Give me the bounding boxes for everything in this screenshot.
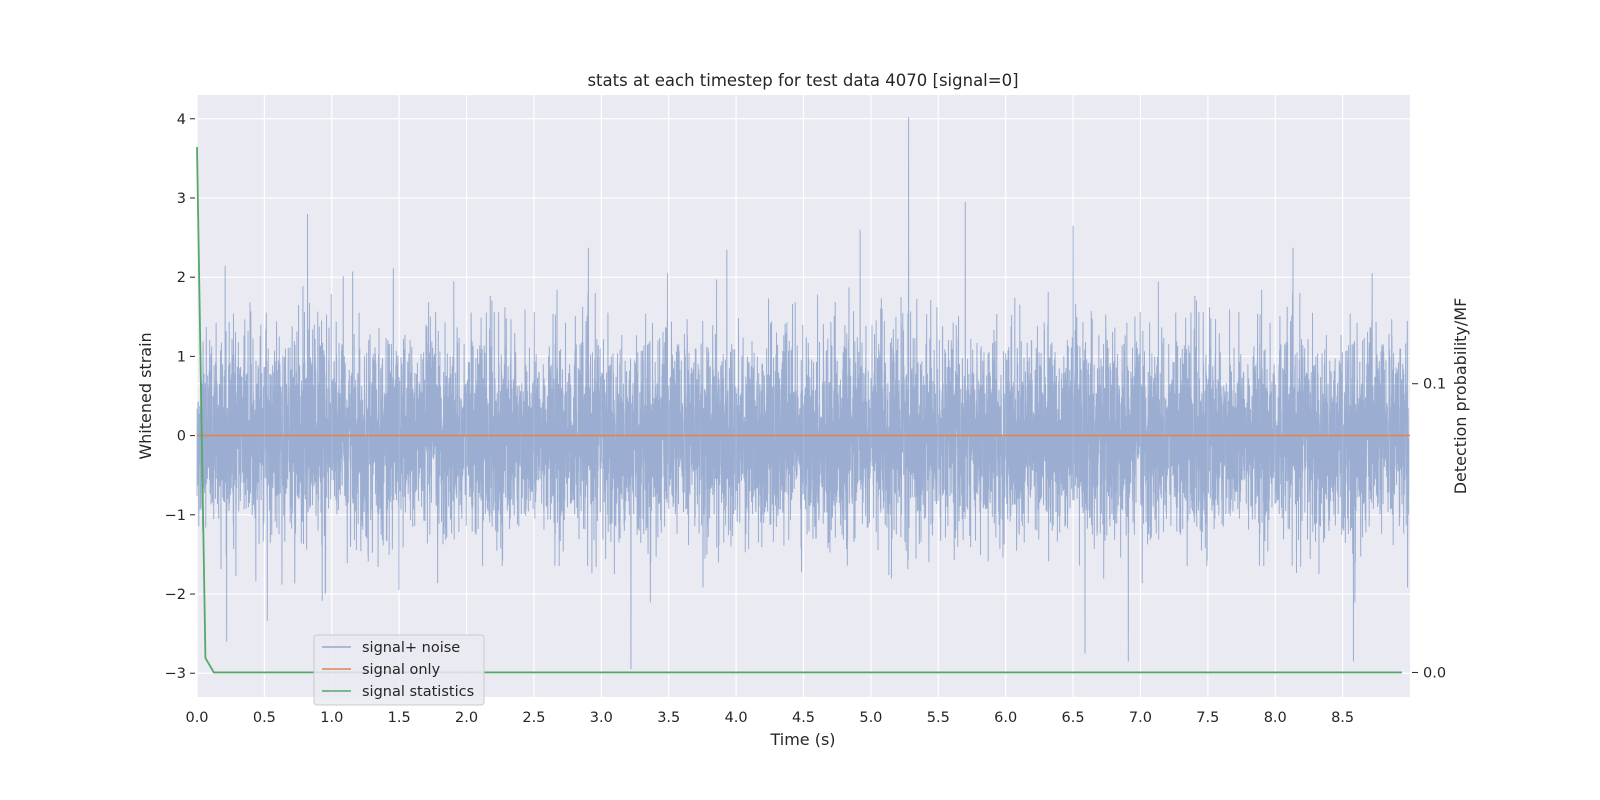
- chart-title: stats at each timestep for test data 407…: [587, 71, 1018, 90]
- legend: signal+ noise signal only signal statist…: [313, 634, 485, 706]
- y-tick-label: 1: [177, 349, 186, 365]
- x-tick-label: 8.5: [1331, 710, 1354, 726]
- x-tick-label: 0.0: [185, 710, 208, 726]
- x-tick-label: 2.5: [522, 710, 545, 726]
- x-tick-label: 7.5: [1196, 710, 1219, 726]
- y2-tick-labels: 0.0 0.1: [1412, 377, 1446, 681]
- y-tick-labels: −3 −2 −1 0 1 2 3 4: [165, 112, 195, 682]
- x-tick-label: 6.0: [994, 710, 1017, 726]
- x-tick-label: 6.5: [1062, 710, 1085, 726]
- y-tick-label: −2: [165, 587, 186, 603]
- x-tick-label: 0.5: [253, 710, 276, 726]
- x-tick-label: 2.0: [455, 710, 478, 726]
- y-tick-label: 4: [177, 112, 186, 128]
- y2-tick-label: 0.0: [1423, 665, 1446, 681]
- x-tick-label: 3.0: [590, 710, 613, 726]
- x-axis-label: Time (s): [769, 730, 835, 749]
- y-tick-label: −1: [165, 508, 186, 524]
- y-tick-label: 2: [177, 270, 186, 286]
- x-tick-labels: 0.0 0.5 1.0 1.5 2.0 2.5 3.0 3.5 4.0 4.5 5.0 5.5 6.0 6…: [185, 710, 1354, 726]
- x-tick-label: 7.0: [1129, 710, 1152, 726]
- series-signal-statistics-line: [196, 146, 1402, 674]
- x-tick-label: 8.0: [1264, 710, 1287, 726]
- y-tick-label: 3: [177, 191, 186, 207]
- legend-box: [313, 634, 485, 706]
- x-tick-label: 3.5: [657, 710, 680, 726]
- legend-label-signal-statistics: signal statistics: [362, 684, 474, 700]
- x-tick-label: 4.5: [792, 710, 815, 726]
- y-axis-label: Whitened strain: [136, 332, 155, 459]
- y-tick-label: 0: [177, 429, 186, 445]
- legend-label-signal-noise: signal+ noise: [362, 640, 460, 656]
- series-layer: [196, 117, 1410, 674]
- y2-axis-label: Detection probability/MF: [1451, 298, 1470, 495]
- y2-tick-label: 0.1: [1423, 377, 1446, 393]
- x-tick-label: 1.5: [388, 710, 411, 726]
- x-tick-label: 4.0: [725, 710, 748, 726]
- x-tick-label: 5.5: [927, 710, 950, 726]
- x-tick-label: 1.0: [320, 710, 343, 726]
- x-tick-label: 5.0: [859, 710, 882, 726]
- series-signal-noise-line: [196, 117, 1410, 670]
- legend-label-signal-only: signal only: [362, 662, 441, 678]
- y-tick-label: −3: [165, 666, 186, 682]
